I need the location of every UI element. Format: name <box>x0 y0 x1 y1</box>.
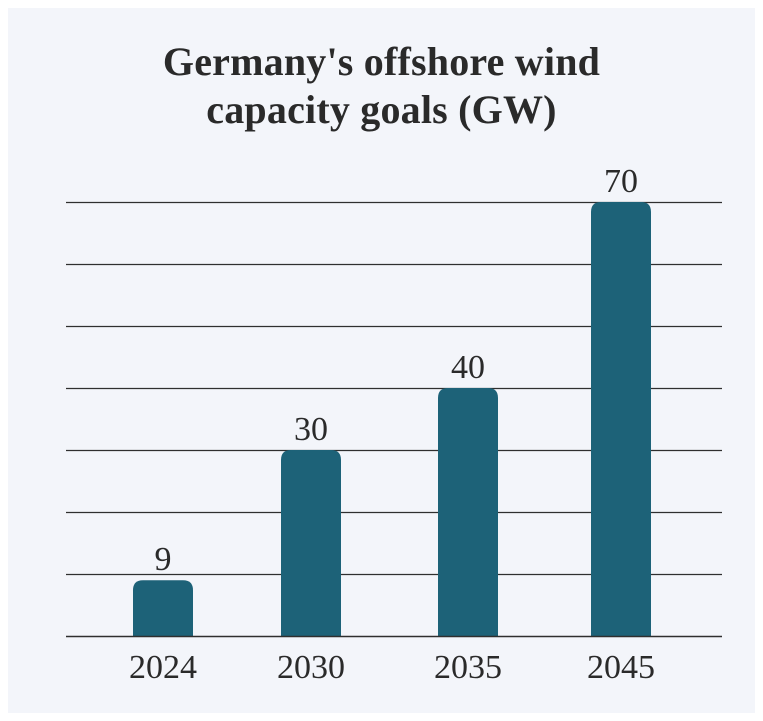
bar-2030 <box>281 450 341 636</box>
bar-2045 <box>591 202 651 636</box>
value-label-2035: 40 <box>451 349 485 386</box>
chart-title-line-1: Germany's offshore wind <box>162 39 601 84</box>
bar-2024 <box>133 580 193 636</box>
value-label-2030: 30 <box>294 411 328 448</box>
x-tick-label-2030: 2030 <box>277 649 345 686</box>
value-label-2045: 70 <box>604 163 638 200</box>
x-tick-label-2024: 2024 <box>129 649 197 686</box>
bar-chart: 9 2024 30 2030 40 2035 70 2045 <box>66 163 722 686</box>
x-tick-label-2035: 2035 <box>434 649 502 686</box>
chart-title-line-2: capacity goals (GW) <box>206 87 557 132</box>
bar-2035 <box>438 388 498 636</box>
chart-card: Germany's offshore wind capacity goals (… <box>8 8 755 713</box>
value-label-2024: 9 <box>155 541 172 578</box>
x-tick-label-2045: 2045 <box>587 649 655 686</box>
chart-title: Germany's offshore wind capacity goals (… <box>8 38 755 134</box>
